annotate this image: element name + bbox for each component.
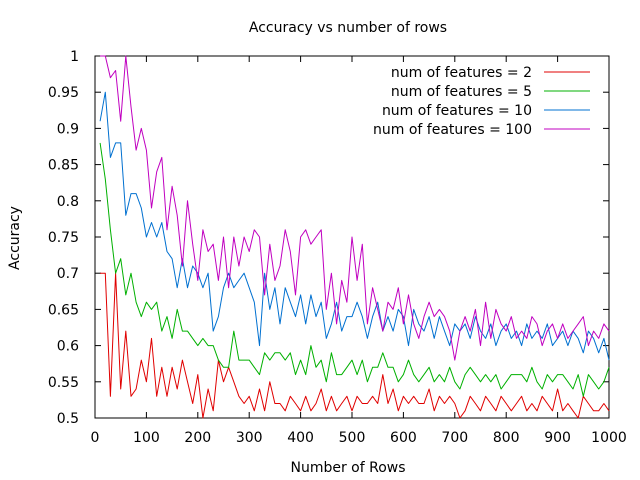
legend: num of features = 2 num of features = 5 nu… — [373, 65, 590, 138]
y-tick-label: 0.55 — [48, 375, 79, 391]
x-tick-label: 600 — [390, 430, 417, 446]
series-lines — [99, 55, 610, 419]
x-tick-label: 200 — [184, 430, 211, 446]
y-tick-label: 0.8 — [57, 194, 79, 210]
y-tick-label: 0.5 — [57, 411, 79, 427]
x-tick-label: 800 — [493, 430, 520, 446]
x-tick-label: 100 — [133, 430, 160, 446]
series-line-3 — [100, 55, 610, 361]
y-tick-label: 1 — [70, 49, 79, 65]
y-tick-label: 0.65 — [48, 302, 79, 318]
x-tick-label: 500 — [339, 430, 366, 446]
axis-ticks: 0 100 200 300 400 500 600 700 800 900 1000 0.5 0.55 0… — [48, 49, 627, 446]
y-tick-label: 0.85 — [48, 158, 79, 174]
legend-label-1: num of features = 5 — [391, 84, 532, 100]
y-axis-label: Accuracy — [7, 206, 23, 270]
x-tick-label: 900 — [544, 430, 571, 446]
y-tick-label: 0.9 — [57, 121, 79, 137]
x-tick-label: 300 — [236, 430, 263, 446]
y-tick-label: 0.95 — [48, 85, 79, 101]
legend-label-3: num of features = 100 — [373, 122, 532, 138]
legend-label-0: num of features = 2 — [391, 65, 532, 81]
y-tick-label: 0.6 — [57, 339, 79, 355]
x-tick-label: 1000 — [591, 430, 627, 446]
y-tick-label: 0.7 — [57, 266, 79, 282]
chart-title: Accuracy vs number of rows — [249, 20, 447, 36]
legend-label-2: num of features = 10 — [382, 103, 532, 119]
y-tick-label: 0.75 — [48, 230, 79, 246]
series-line-1 — [99, 142, 610, 397]
x-tick-label: 700 — [441, 430, 468, 446]
series-line-0 — [100, 272, 610, 419]
series-line-2 — [99, 91, 610, 361]
x-tick-label: 0 — [91, 430, 100, 446]
x-axis-label: Number of Rows — [290, 460, 405, 476]
x-tick-label: 400 — [287, 430, 314, 446]
